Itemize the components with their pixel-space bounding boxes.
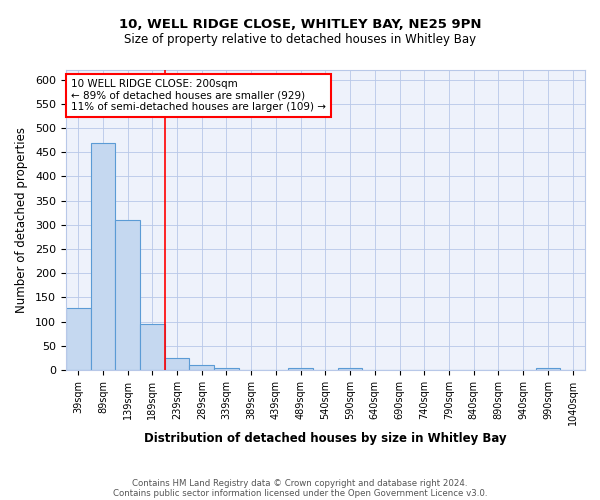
Bar xyxy=(115,220,140,370)
Y-axis label: Number of detached properties: Number of detached properties xyxy=(15,127,28,313)
Bar xyxy=(164,358,190,370)
Bar xyxy=(289,368,313,370)
Bar xyxy=(91,142,115,370)
Bar xyxy=(66,308,91,370)
Bar xyxy=(214,368,239,370)
Text: Contains public sector information licensed under the Open Government Licence v3: Contains public sector information licen… xyxy=(113,488,487,498)
Bar xyxy=(536,368,560,370)
Text: Size of property relative to detached houses in Whitley Bay: Size of property relative to detached ho… xyxy=(124,32,476,46)
X-axis label: Distribution of detached houses by size in Whitley Bay: Distribution of detached houses by size … xyxy=(144,432,507,445)
Bar xyxy=(140,324,164,370)
Text: 10, WELL RIDGE CLOSE, WHITLEY BAY, NE25 9PN: 10, WELL RIDGE CLOSE, WHITLEY BAY, NE25 … xyxy=(119,18,481,30)
Bar xyxy=(338,368,362,370)
Text: Contains HM Land Registry data © Crown copyright and database right 2024.: Contains HM Land Registry data © Crown c… xyxy=(132,478,468,488)
Bar xyxy=(190,365,214,370)
Text: 10 WELL RIDGE CLOSE: 200sqm
← 89% of detached houses are smaller (929)
11% of se: 10 WELL RIDGE CLOSE: 200sqm ← 89% of det… xyxy=(71,79,326,112)
